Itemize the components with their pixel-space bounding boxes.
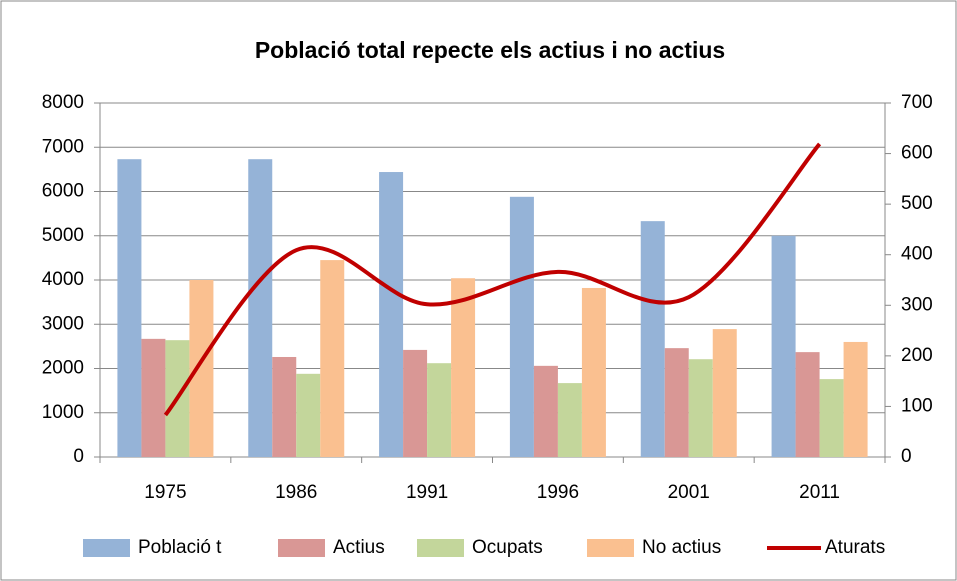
y-tick-label: 6000 [42, 181, 84, 202]
bar [272, 356, 297, 457]
bar [819, 379, 844, 457]
bar [640, 221, 665, 457]
y-tick-label: 8000 [42, 92, 84, 113]
x-tick-label: 2011 [799, 482, 840, 503]
bar [141, 338, 166, 457]
legend-swatch [587, 539, 634, 557]
legend-label: Actius [333, 537, 385, 558]
y-tick-label: 2000 [42, 358, 84, 379]
y2-tick-label: 300 [901, 294, 933, 315]
x-tick-label: 1986 [275, 482, 317, 503]
legend-label: Població t [138, 537, 222, 558]
y-tick-label: 7000 [42, 136, 84, 157]
x-tick-label: 1975 [144, 482, 186, 503]
y2-tick-label: 500 [901, 193, 933, 214]
bar [189, 280, 214, 457]
bar [403, 349, 428, 457]
bar [117, 159, 142, 457]
y2-tick-label: 700 [901, 92, 933, 113]
legend-label: Ocupats [472, 537, 543, 558]
bar [533, 365, 558, 457]
x-tick-label: 2001 [668, 482, 710, 503]
y2-tick-label: 100 [901, 395, 933, 416]
y2-tick-label: 0 [901, 446, 912, 467]
bar [320, 260, 345, 457]
bar [451, 278, 476, 457]
line [163, 142, 822, 417]
y2-tick-label: 600 [901, 143, 933, 164]
legend-label: No actius [642, 537, 721, 558]
bar [509, 196, 534, 457]
bar [581, 287, 606, 457]
bar [296, 373, 321, 457]
chart-title: Població total repecte els actius i no a… [255, 37, 725, 63]
legend-swatch [278, 539, 325, 557]
y-tick-label: 1000 [42, 402, 84, 423]
legend-label: Aturats [825, 537, 885, 558]
bar [843, 341, 868, 457]
y2-tick-label: 400 [901, 244, 933, 265]
legend-swatch [83, 539, 130, 557]
bar [771, 235, 796, 457]
y-tick-label: 4000 [42, 269, 84, 290]
bar [427, 363, 452, 457]
bar [379, 172, 404, 457]
x-tick-label: 1991 [406, 482, 448, 503]
bar [688, 359, 713, 457]
x-tick-label: 1996 [537, 482, 579, 503]
y-tick-label: 0 [73, 446, 84, 467]
bar [248, 159, 273, 457]
bar [712, 329, 737, 457]
y-tick-label: 3000 [42, 313, 84, 334]
bar [795, 352, 820, 457]
y-tick-label: 5000 [42, 225, 84, 246]
bar [557, 383, 582, 457]
y2-tick-label: 200 [901, 345, 933, 366]
bar [664, 348, 689, 457]
legend-swatch [417, 539, 464, 557]
